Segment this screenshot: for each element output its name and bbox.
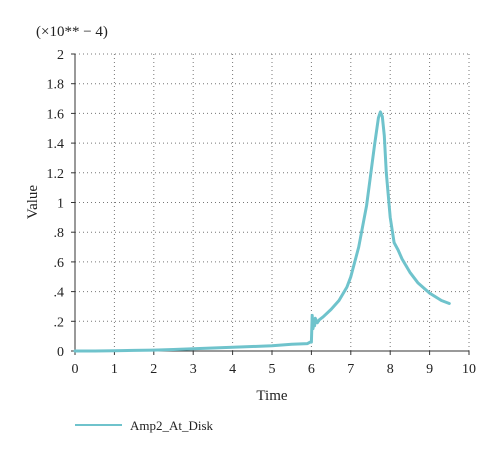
y-tick-label: 2	[57, 48, 64, 63]
y-axis-title: Value	[25, 185, 41, 219]
x-tick-label: 0	[72, 362, 79, 377]
y-tick-label: 0	[57, 345, 64, 360]
y-tick-label: .2	[54, 315, 65, 330]
grid	[75, 53, 470, 351]
series-line-amp2-at-disk	[73, 110, 451, 353]
legend: Amp2_At_Disk	[75, 418, 214, 433]
x-tick-label: 3	[190, 362, 197, 377]
scale-note: (×10** − 4)	[36, 24, 108, 40]
x-axis-ticks: 0 1 2 3 4 5 6 7 8 9 10	[72, 351, 476, 377]
x-axis-title: Time	[256, 388, 287, 404]
y-tick-label: 1.4	[47, 137, 65, 152]
x-tick-label: 2	[150, 362, 157, 377]
x-tick-label: 1	[111, 362, 118, 377]
y-tick-label: .6	[54, 256, 65, 271]
x-tick-label: 8	[387, 362, 394, 377]
x-tick-label: 7	[347, 362, 354, 377]
legend-label-amp2-at-disk: Amp2_At_Disk	[130, 418, 214, 433]
x-tick-label: 9	[426, 362, 433, 377]
x-tick-label: 6	[308, 362, 315, 377]
y-tick-label: 1.2	[47, 167, 65, 182]
y-axis-ticks: 0 .2 .4 .6 .8 1 1.2 1.4 1.6 1.8 2	[47, 48, 75, 360]
y-tick-label: 1.6	[47, 107, 65, 122]
series-layer	[73, 110, 451, 353]
y-tick-label: .8	[54, 226, 65, 241]
y-tick-label: .4	[54, 286, 65, 301]
y-tick-label: 1	[57, 197, 64, 212]
x-tick-label: 4	[229, 362, 236, 377]
x-tick-label: 5	[269, 362, 276, 377]
x-tick-label: 10	[462, 362, 476, 377]
y-tick-label: 1.8	[47, 78, 65, 93]
